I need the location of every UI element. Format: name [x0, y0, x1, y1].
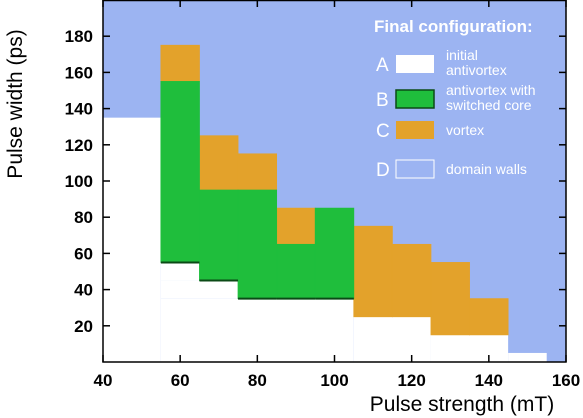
region-C-9	[237, 153, 278, 191]
axes: 40 60 80 100 120 140 160 20 40 60 80 100 120 140 160 18…	[4, 0, 580, 416]
region-C-10	[276, 207, 316, 245]
y-tick-label-20: 20	[74, 317, 93, 336]
legend-key-A: A	[376, 55, 389, 76]
region-B-17	[237, 189, 278, 300]
region-A-4	[353, 316, 431, 362]
plot-area	[103, 0, 566, 363]
x-tick-label-160: 160	[552, 371, 580, 390]
y-tick-label-140: 140	[65, 100, 93, 119]
legend-label-D-0: domain walls	[446, 161, 527, 177]
region-C-8	[199, 135, 239, 191]
region-A-2	[160, 280, 239, 299]
legend-label-A-0: initial	[446, 47, 478, 63]
region-C-11	[353, 225, 393, 318]
legend-key-C: C	[376, 121, 390, 142]
region-B-16	[199, 189, 239, 281]
x-tick-label-80: 80	[248, 371, 267, 390]
y-tick-label-160: 160	[65, 63, 93, 82]
region-C-7	[160, 44, 200, 82]
legend-swatch-D	[395, 159, 435, 179]
legend-swatch-A	[396, 55, 434, 73]
x-tick-label-60: 60	[171, 371, 190, 390]
x-tick-label-120: 120	[397, 371, 425, 390]
region-A-6	[508, 352, 547, 362]
region-B-19	[314, 207, 355, 300]
legend-key-D: D	[376, 160, 390, 181]
legend-label-A-1: antivortex	[446, 62, 507, 78]
legend-key-B: B	[376, 90, 389, 111]
region-B-18	[276, 243, 316, 300]
legend-swatch-C	[396, 121, 434, 139]
x-tick-label-100: 100	[320, 371, 348, 390]
legend-title: Final configuration:	[374, 17, 533, 36]
y-axis-title: Pulse width (ps)	[4, 29, 27, 178]
y-tick-label-80: 80	[74, 208, 93, 227]
region-C-13	[430, 262, 470, 336]
x-axis-title: Pulse strength (mT)	[370, 393, 554, 416]
region-A-5	[430, 334, 509, 362]
y-tick-label-120: 120	[65, 136, 93, 155]
region-A-0	[103, 117, 161, 363]
y-tick-label-40: 40	[74, 281, 93, 300]
y-tick-label-100: 100	[65, 172, 93, 191]
region-C-14	[469, 298, 509, 336]
region-A-3	[160, 262, 200, 281]
y-tick-label-60: 60	[74, 244, 93, 263]
legend-label-B-0: antivortex with	[446, 82, 535, 98]
legend-label-B-1: switched core	[446, 97, 532, 113]
x-tick-label-140: 140	[475, 371, 503, 390]
y-tick-label-180: 180	[65, 27, 93, 46]
x-tick-label-40: 40	[94, 371, 113, 390]
region-B-15	[160, 81, 200, 263]
legend-swatch-B	[395, 89, 435, 109]
legend-label-C-0: vortex	[446, 122, 484, 138]
region-A-1	[160, 298, 354, 362]
region-C-12	[391, 243, 432, 318]
